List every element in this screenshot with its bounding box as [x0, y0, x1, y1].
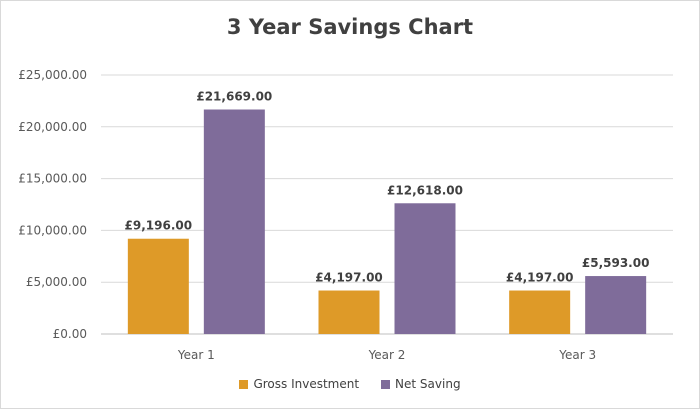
bar — [318, 290, 380, 334]
y-tick-label: £15,000.00 — [18, 172, 87, 186]
bar — [127, 238, 189, 334]
y-tick-label: £25,000.00 — [18, 68, 87, 82]
legend-label-gross-investment: Gross Investment — [253, 377, 360, 391]
bar — [394, 203, 456, 334]
data-label: £9,196.00 — [125, 219, 193, 233]
bar — [203, 109, 265, 335]
y-tick-label: £10,000.00 — [18, 223, 87, 237]
x-tick-label: Year 3 — [558, 348, 596, 362]
legend-label-net-saving: Net Saving — [395, 377, 461, 391]
data-label: £5,593.00 — [582, 256, 650, 270]
chart-legend: Gross Investment Net Saving — [1, 377, 699, 391]
bar — [509, 290, 571, 334]
data-label: £4,197.00 — [315, 271, 383, 285]
y-tick-label: £5,000.00 — [26, 275, 87, 289]
legend-swatch-net-saving — [381, 379, 391, 389]
y-tick-label: £20,000.00 — [18, 120, 87, 134]
data-label: £4,197.00 — [506, 271, 574, 285]
bar — [585, 276, 647, 334]
legend-item-net-saving: Net Saving — [381, 377, 461, 391]
x-tick-label: Year 2 — [368, 348, 406, 362]
legend-item-gross-investment: Gross Investment — [239, 377, 359, 391]
data-label: £21,669.00 — [196, 90, 272, 104]
x-tick-label: Year 1 — [177, 348, 215, 362]
legend-swatch-gross-investment — [239, 379, 249, 389]
data-label: £12,618.00 — [387, 183, 463, 197]
chart-title: 3 Year Savings Chart — [226, 15, 474, 39]
y-tick-label: £0.00 — [53, 327, 87, 341]
